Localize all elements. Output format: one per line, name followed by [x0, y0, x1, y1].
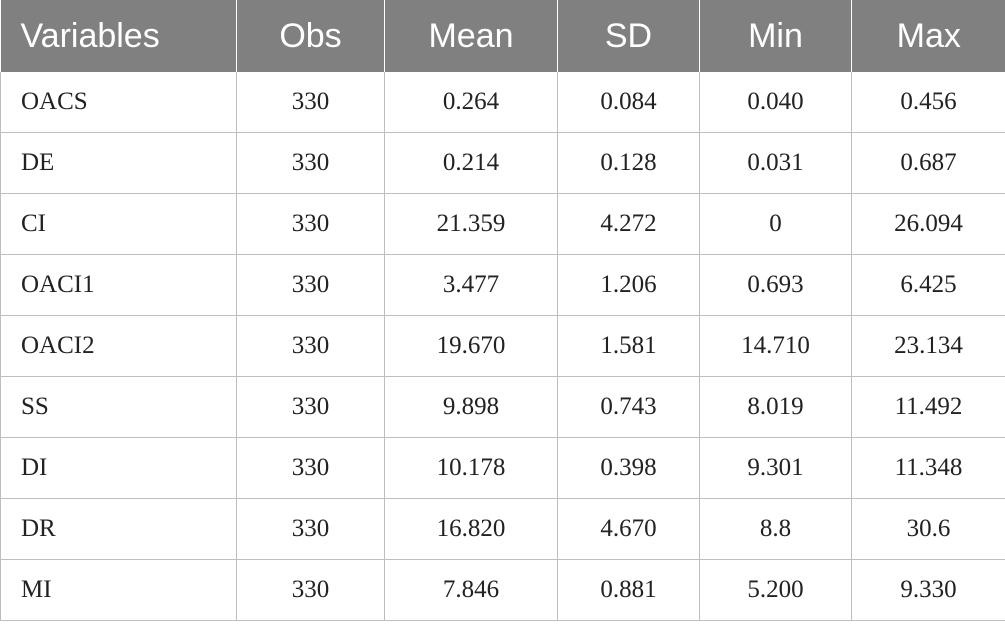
table-row: DE 330 0.214 0.128 0.031 0.687	[0, 132, 1005, 194]
descriptive-statistics-table: Variables Obs Mean SD Min Max OACS 330 0…	[0, 0, 1005, 621]
cell-variable: OACS	[0, 72, 237, 133]
table-header: Variables Obs Mean SD Min Max	[0, 0, 1005, 72]
cell-variable: DE	[0, 132, 237, 194]
cell-sd: 1.206	[557, 254, 700, 316]
cell-max: 11.348	[851, 437, 1005, 499]
cell-max: 0.456	[851, 72, 1005, 133]
cell-obs: 330	[236, 72, 385, 133]
cell-sd: 0.084	[557, 72, 700, 133]
table-row: CI 330 21.359 4.272 0 26.094	[0, 193, 1005, 255]
cell-max: 11.492	[851, 376, 1005, 438]
cell-min: 5.200	[699, 559, 852, 621]
cell-obs: 330	[236, 315, 385, 377]
cell-mean: 0.214	[384, 132, 558, 194]
cell-mean: 21.359	[384, 193, 558, 255]
cell-obs: 330	[236, 559, 385, 621]
cell-min: 0.693	[699, 254, 852, 316]
header-row: Variables Obs Mean SD Min Max	[0, 0, 1005, 72]
cell-variable: OACI1	[0, 254, 237, 316]
cell-obs: 330	[236, 376, 385, 438]
cell-max: 23.134	[851, 315, 1005, 377]
cell-max: 0.687	[851, 132, 1005, 194]
cell-sd: 1.581	[557, 315, 700, 377]
cell-mean: 16.820	[384, 498, 558, 560]
cell-obs: 330	[236, 498, 385, 560]
cell-min: 0.031	[699, 132, 852, 194]
cell-min: 0	[699, 193, 852, 255]
table-row: SS 330 9.898 0.743 8.019 11.492	[0, 376, 1005, 438]
cell-variable: SS	[0, 376, 237, 438]
cell-min: 0.040	[699, 72, 852, 133]
header-min: Min	[699, 0, 852, 72]
cell-sd: 0.881	[557, 559, 700, 621]
cell-variable: DR	[0, 498, 237, 560]
cell-obs: 330	[236, 254, 385, 316]
cell-sd: 4.670	[557, 498, 700, 560]
cell-sd: 4.272	[557, 193, 700, 255]
cell-variable: MI	[0, 559, 237, 621]
table-row: OACI1 330 3.477 1.206 0.693 6.425	[0, 254, 1005, 316]
table-row: OACI2 330 19.670 1.581 14.710 23.134	[0, 315, 1005, 377]
cell-mean: 3.477	[384, 254, 558, 316]
header-mean: Mean	[384, 0, 558, 72]
header-variables: Variables	[0, 0, 237, 72]
cell-max: 6.425	[851, 254, 1005, 316]
cell-obs: 330	[236, 437, 385, 499]
table-row: OACS 330 0.264 0.084 0.040 0.456	[0, 72, 1005, 133]
cell-min: 14.710	[699, 315, 852, 377]
cell-mean: 0.264	[384, 72, 558, 133]
cell-obs: 330	[236, 193, 385, 255]
header-sd: SD	[557, 0, 700, 72]
cell-max: 9.330	[851, 559, 1005, 621]
cell-variable: OACI2	[0, 315, 237, 377]
cell-sd: 0.128	[557, 132, 700, 194]
cell-obs: 330	[236, 132, 385, 194]
table-row: MI 330 7.846 0.881 5.200 9.330	[0, 559, 1005, 621]
cell-max: 30.6	[851, 498, 1005, 560]
cell-mean: 19.670	[384, 315, 558, 377]
table-body: OACS 330 0.264 0.084 0.040 0.456 DE 330 …	[0, 72, 1005, 621]
cell-sd: 0.743	[557, 376, 700, 438]
cell-sd: 0.398	[557, 437, 700, 499]
table-row: DI 330 10.178 0.398 9.301 11.348	[0, 437, 1005, 499]
cell-variable: CI	[0, 193, 237, 255]
cell-max: 26.094	[851, 193, 1005, 255]
cell-variable: DI	[0, 437, 237, 499]
header-obs: Obs	[236, 0, 385, 72]
cell-min: 8.8	[699, 498, 852, 560]
cell-min: 8.019	[699, 376, 852, 438]
cell-mean: 10.178	[384, 437, 558, 499]
cell-mean: 7.846	[384, 559, 558, 621]
cell-min: 9.301	[699, 437, 852, 499]
table-row: DR 330 16.820 4.670 8.8 30.6	[0, 498, 1005, 560]
header-max: Max	[851, 0, 1005, 72]
cell-mean: 9.898	[384, 376, 558, 438]
